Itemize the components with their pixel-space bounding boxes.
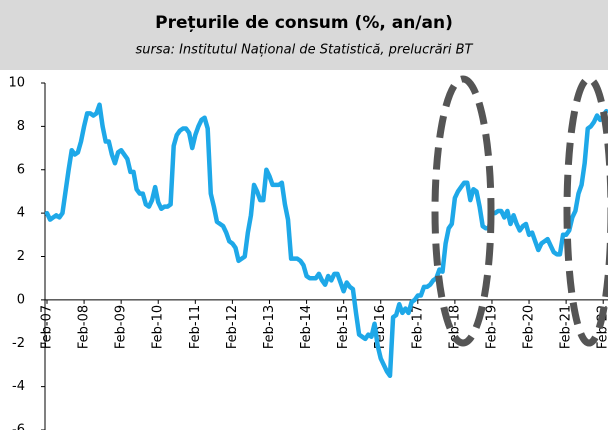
x-tick-label: Feb-09 [114, 305, 129, 349]
data-line [44, 102, 608, 379]
x-tick-label: Feb-19 [484, 305, 499, 349]
x-tick-label: Feb-07 [40, 305, 55, 349]
x-tick-label: Feb-20 [522, 305, 537, 349]
highlight-ellipse [431, 75, 495, 347]
title-band [0, 0, 608, 70]
x-tick-label: Feb-15 [336, 305, 351, 349]
y-tick-label: -4 [12, 379, 25, 394]
x-tick-label: Feb-13 [262, 305, 277, 349]
y-tick-label: 4 [17, 206, 25, 221]
y-tick-label: 0 [17, 292, 25, 307]
chart-subtitle: sursa: Institutul Național de Statistică… [135, 43, 473, 58]
y-tick-label: 10 [8, 76, 25, 91]
x-tick-label: Feb-21 [559, 305, 574, 349]
x-tick-label: Feb-10 [151, 305, 166, 349]
y-tick-label: 8 [17, 119, 25, 134]
y-tick-label: 6 [17, 162, 25, 177]
y-tick-label: -2 [12, 336, 25, 351]
x-tick-label: Feb-11 [188, 305, 203, 349]
x-tick-label: Feb-17 [410, 305, 425, 349]
x-tick-label: Feb-08 [77, 305, 92, 349]
chart-title: Prețurile de consum (%, an/an) [155, 13, 453, 33]
x-tick-label: Feb-14 [299, 305, 314, 349]
highlight-ellipse [563, 75, 608, 347]
y-tick-label: -6 [12, 423, 25, 430]
y-tick-label: 2 [17, 249, 25, 264]
x-tick-label: Feb-12 [225, 305, 240, 349]
